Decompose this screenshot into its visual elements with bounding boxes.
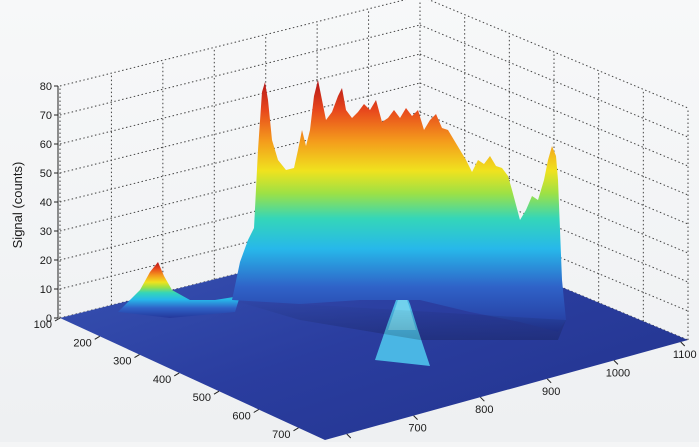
y-tick-label: 200 (73, 337, 91, 349)
y-tick-label: 600 (232, 411, 250, 423)
z-tick-label: 10 (40, 284, 52, 296)
z-tick-label: 50 (40, 168, 52, 180)
x-tick-label: 700 (408, 423, 426, 435)
y-tick-label: 500 (193, 392, 211, 404)
z-tick-label: 30 (40, 226, 52, 238)
main-ridge (232, 80, 566, 332)
y-tick-label: 300 (113, 356, 131, 368)
x-tick-label: 1000 (606, 367, 630, 379)
z-tick-label: 40 (40, 197, 52, 209)
z-axis-label: Signal (counts) (10, 162, 25, 249)
x-tick-label: 1100 (673, 349, 697, 361)
y-tick-label: 100 (34, 319, 52, 331)
y-tick-label: 700 (272, 429, 290, 441)
x-tick-label: 800 (475, 404, 493, 416)
x-tick-label: 900 (542, 386, 560, 398)
y-tick-label: 400 (153, 374, 171, 386)
z-tick-label: 60 (40, 139, 52, 151)
z-tick-label: 80 (40, 81, 52, 93)
z-tick-label: 20 (40, 255, 52, 267)
axes: 0102030405060708010020030040050060070060… (34, 81, 697, 447)
z-tick-label: 70 (40, 110, 52, 122)
z-tick-label: 0 (46, 313, 52, 325)
peak-left (118, 262, 240, 318)
